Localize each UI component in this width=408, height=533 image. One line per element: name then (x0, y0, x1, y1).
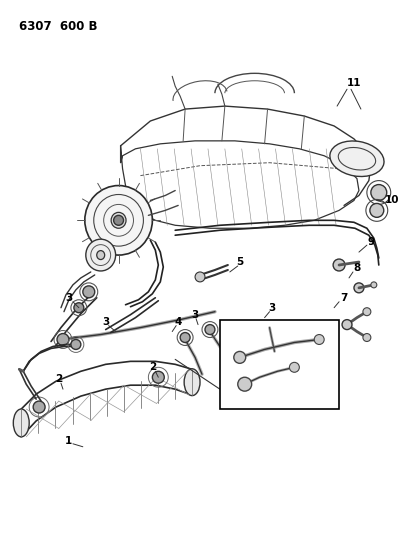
Ellipse shape (97, 251, 105, 260)
Circle shape (273, 397, 282, 405)
Text: 11: 11 (347, 78, 361, 88)
Circle shape (312, 392, 320, 400)
Text: 7: 7 (340, 293, 348, 303)
Circle shape (205, 325, 215, 335)
Text: 3: 3 (65, 293, 73, 303)
Text: 9: 9 (367, 237, 375, 247)
Circle shape (71, 340, 81, 350)
Ellipse shape (111, 212, 126, 228)
Text: 5: 5 (236, 257, 244, 267)
Text: 4: 4 (175, 317, 182, 327)
Text: 3: 3 (102, 317, 109, 327)
Ellipse shape (13, 409, 29, 437)
Circle shape (74, 303, 84, 313)
Circle shape (234, 351, 246, 364)
Circle shape (293, 376, 302, 386)
Circle shape (314, 335, 324, 344)
Circle shape (317, 353, 325, 361)
Ellipse shape (330, 141, 384, 176)
Text: 4: 4 (251, 346, 258, 357)
Circle shape (363, 334, 371, 342)
Text: 13: 13 (290, 382, 305, 392)
Circle shape (370, 204, 384, 217)
Circle shape (180, 333, 190, 343)
Text: 6307  600 B: 6307 600 B (19, 20, 98, 33)
Circle shape (238, 377, 252, 391)
Circle shape (152, 372, 164, 383)
Text: 2: 2 (55, 374, 62, 384)
Circle shape (113, 215, 124, 225)
Circle shape (333, 259, 345, 271)
Ellipse shape (85, 185, 152, 255)
Ellipse shape (86, 239, 115, 271)
Circle shape (195, 272, 205, 282)
Text: 1: 1 (65, 436, 73, 446)
Circle shape (342, 320, 352, 329)
Text: 3: 3 (191, 310, 199, 320)
Circle shape (354, 283, 364, 293)
FancyBboxPatch shape (220, 320, 339, 409)
Text: 8: 8 (353, 263, 361, 273)
Text: 2: 2 (149, 362, 156, 373)
Circle shape (371, 282, 377, 288)
Circle shape (57, 334, 69, 345)
Circle shape (363, 308, 371, 316)
Text: 10: 10 (384, 196, 399, 205)
Text: 12: 12 (247, 330, 262, 341)
Text: 3: 3 (268, 303, 275, 313)
Circle shape (33, 401, 45, 413)
Circle shape (83, 286, 95, 298)
Text: 6: 6 (306, 352, 313, 362)
Circle shape (289, 362, 299, 372)
Ellipse shape (184, 369, 200, 395)
Circle shape (371, 184, 387, 200)
